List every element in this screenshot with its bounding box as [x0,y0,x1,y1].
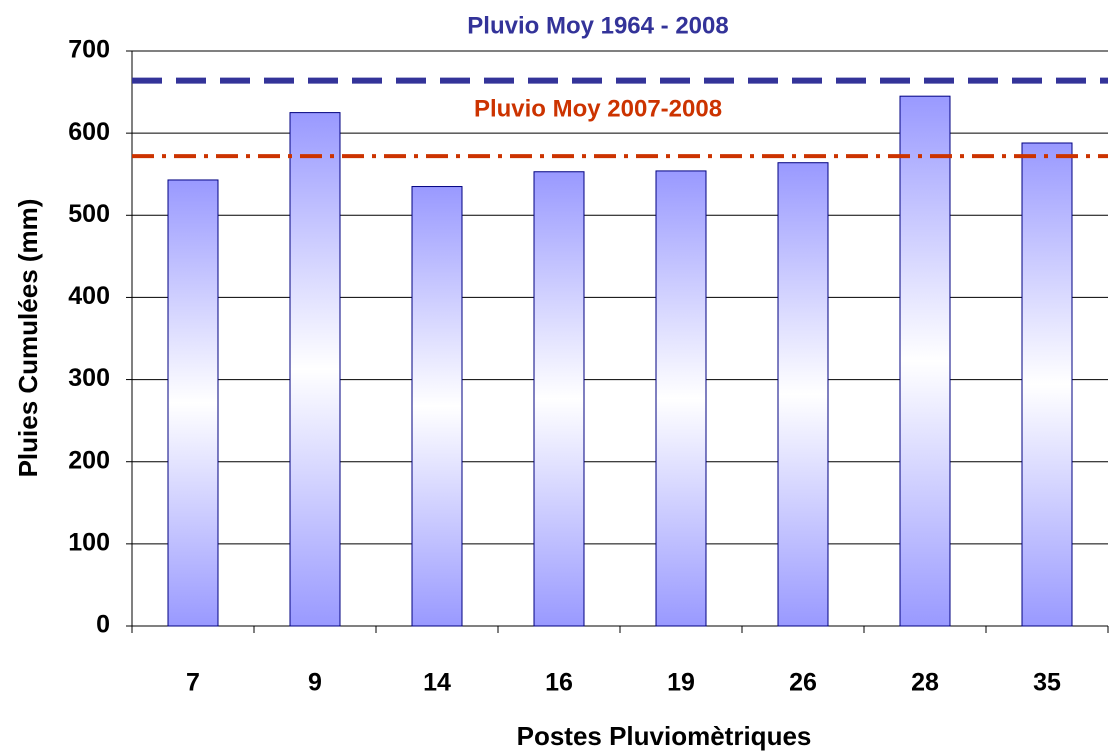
y-tick-label: 0 [96,611,110,639]
bar [411,186,463,627]
reference-label: Pluvio Moy 2007-2008 [474,95,722,122]
bar [289,112,341,627]
y-tick-label: 700 [68,36,110,64]
x-tick-label: 9 [308,669,322,697]
bar [899,95,951,627]
bar [167,179,219,627]
x-axis-title: Postes Pluviomètriques [517,721,812,751]
x-tick-label: 28 [911,669,939,697]
bar [533,171,585,627]
x-tick-label: 14 [423,669,451,697]
y-tick-label: 200 [68,446,110,474]
reference-label: Pluvio Moy 1964 - 2008 [467,12,728,39]
y-tick-label: 300 [68,364,110,392]
x-tick-label: 7 [186,669,200,697]
y-tick-label: 500 [68,200,110,228]
y-axis-title: Pluies Cumulées (mm) [13,199,43,478]
x-tick-label: 26 [789,669,817,697]
y-tick-label: 600 [68,118,110,146]
bar [777,162,829,627]
x-tick-label: 35 [1033,669,1061,697]
y-tick-label: 100 [68,528,110,556]
x-tick-label: 19 [667,669,695,697]
y-tick-label: 400 [68,282,110,310]
bar [655,170,707,627]
x-tick-label: 16 [545,669,573,697]
bar [1021,142,1073,627]
